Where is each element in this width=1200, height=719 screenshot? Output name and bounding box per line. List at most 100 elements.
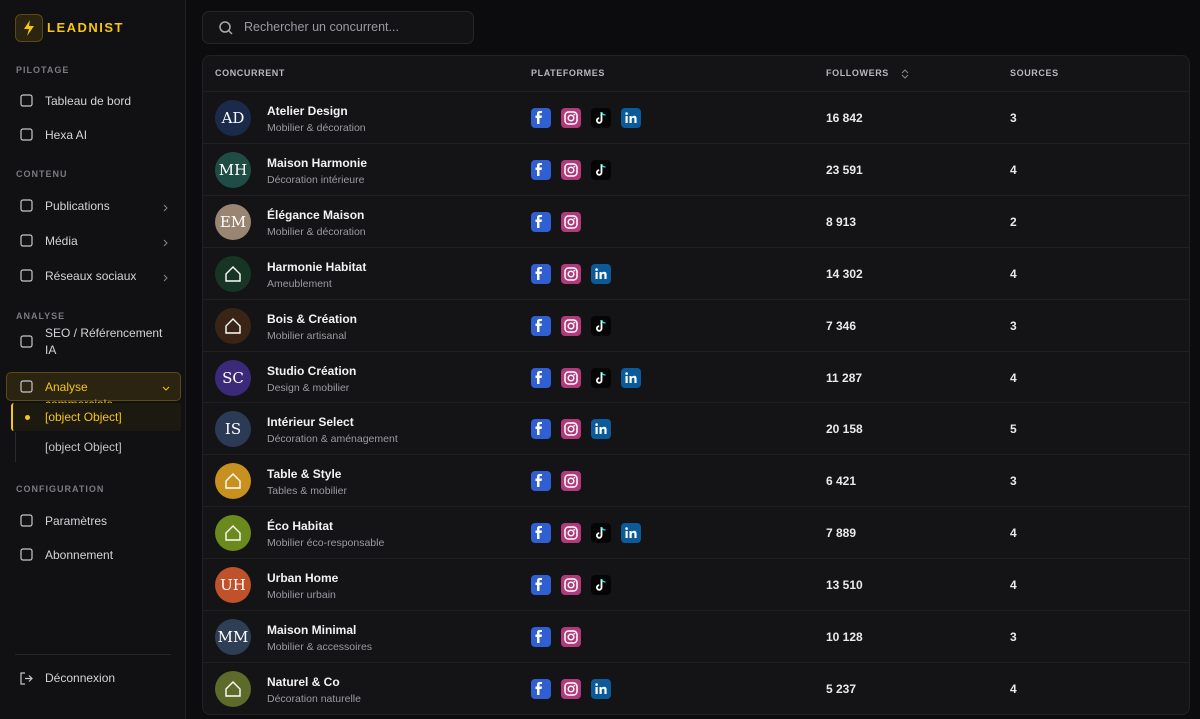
table-row[interactable]: IS Intérieur Select Décoration & aménageme… [203, 402, 1189, 455]
followers: 23 591 [826, 162, 863, 177]
platform-icon[interactable] [621, 523, 641, 544]
table-row[interactable]: SC Studio Création Design & mobilier 11 287… [203, 350, 1189, 404]
platform-icon[interactable] [531, 211, 551, 232]
nav-item[interactable]: Média [45, 234, 78, 248]
platform-icon[interactable] [591, 367, 611, 388]
platform-icon-glyph [625, 527, 637, 539]
competitor-name: Intérieur Select [267, 415, 354, 430]
nav-item[interactable]: Abonnement [45, 548, 114, 562]
nav-icon-glyph [20, 335, 33, 348]
platform-icon-glyph [564, 266, 578, 281]
sub-item[interactable]: [object Object] [45, 440, 122, 454]
platform-icon-glyph [564, 370, 578, 385]
table-row[interactable]: AD Atelier Design Mobilier & décoration 16 … [203, 91, 1189, 144]
table-row[interactable]: MH Maison Harmonie Décoration intérieure 23… [203, 142, 1189, 196]
nav-icon-glyph [20, 94, 33, 107]
platform-icon[interactable] [561, 159, 581, 180]
followers: 7 346 [826, 318, 857, 333]
platform-icon[interactable] [621, 108, 641, 128]
logout[interactable]: Déconnexion [45, 671, 116, 685]
platform-icon[interactable] [561, 367, 581, 388]
table-row[interactable]: Bois & Création Mobilier artisanal 7 346 3 [203, 298, 1189, 352]
platform-icon[interactable] [561, 108, 581, 128]
platform-icon[interactable] [591, 315, 611, 336]
avatar: SC [215, 359, 251, 396]
platform-icon[interactable] [591, 159, 611, 180]
nav-icon [19, 127, 34, 147]
nav-item[interactable]: Publications [45, 199, 110, 213]
sources: 2 [1010, 214, 1017, 229]
competitor-category: Décoration naturelle [267, 692, 361, 705]
column-header: SOURCES [1010, 68, 1059, 78]
sources: 4 [1010, 266, 1017, 281]
avatar: UH [215, 567, 251, 604]
platform-icon[interactable] [561, 263, 581, 284]
sources: 4 [1010, 578, 1017, 593]
platform-icon[interactable] [531, 575, 551, 596]
platform-icon[interactable] [531, 367, 551, 388]
avatar-icon [225, 525, 241, 541]
platform-icon[interactable] [531, 315, 551, 336]
nav-item[interactable]: Hexa AI [45, 128, 88, 142]
followers: 10 128 [826, 630, 863, 644]
platform-icon[interactable] [531, 523, 551, 544]
chevron [161, 200, 171, 218]
platform-icon-glyph [564, 111, 578, 125]
competitor-category: Tables & mobilier [267, 485, 347, 498]
chevron-glyph [162, 386, 170, 391]
platform-icon-glyph [564, 163, 578, 177]
platform-icon[interactable] [561, 419, 581, 440]
table-row[interactable]: Table & Style Tables & mobilier 6 421 3 [203, 454, 1189, 507]
platform-icon[interactable] [561, 211, 581, 232]
table-row[interactable]: UH Urban Home Mobilier urbain 13 510 4 [203, 558, 1189, 611]
platform-icon[interactable] [561, 523, 581, 544]
table-row[interactable]: EM Élégance Maison Mobilier & décoration 8 … [203, 194, 1189, 248]
table-row[interactable]: Harmonie Habitat Ameublement 14 302 4 [203, 246, 1189, 300]
platform-icon[interactable] [591, 678, 611, 699]
sidebar: LEADNIST PILOTAGE Tableau de bord Hexa AI C… [0, 0, 186, 719]
search-placeholder: Rechercher un concurrent... [244, 20, 399, 34]
platform-icon[interactable] [591, 263, 611, 284]
avatar: AD [215, 100, 251, 136]
table-row[interactable]: MM Maison Minimal Mobilier & accessoires 10… [203, 610, 1189, 663]
platform-icon[interactable] [531, 419, 551, 440]
section-title: CONFIGURATION [16, 484, 105, 494]
nav-icon-glyph [20, 269, 33, 282]
platform-icon[interactable] [561, 575, 581, 596]
platform-icon[interactable] [591, 523, 611, 544]
followers: 11 287 [826, 370, 863, 385]
platform-icon[interactable] [561, 678, 581, 699]
platform-icon[interactable] [531, 108, 551, 128]
table-row[interactable]: Naturel & Co Décoration naturelle 5 237 4 [203, 661, 1189, 714]
platform-icon-glyph [535, 111, 542, 124]
platform-icon[interactable] [531, 627, 551, 647]
active-dot [25, 415, 30, 420]
platform-icon[interactable] [561, 471, 581, 492]
platform-icon[interactable] [561, 315, 581, 336]
avatar [215, 515, 251, 552]
platform-icon[interactable] [531, 263, 551, 284]
avatar-icon [225, 473, 241, 489]
platform-icon[interactable] [591, 575, 611, 596]
platform-icon[interactable] [531, 678, 551, 699]
sub-item[interactable]: [object Object] [45, 410, 122, 424]
platform-icon-glyph [596, 371, 606, 384]
nav-item[interactable]: Réseaux sociaux [45, 269, 137, 283]
nav-item[interactable]: SEO / Référencement IA [45, 326, 163, 357]
competitor-name: Atelier Design [267, 104, 348, 118]
platform-icon[interactable] [591, 419, 611, 440]
table-row[interactable]: Éco Habitat Mobilier éco-responsable 7 889… [203, 506, 1189, 559]
nav-item[interactable]: Paramètres [45, 514, 108, 528]
nav-item[interactable]: Tableau de bord [45, 94, 132, 108]
platform-icon-glyph [535, 318, 542, 332]
platform-icon[interactable] [531, 471, 551, 492]
brand: LEADNIST [47, 20, 124, 35]
platform-icon[interactable] [531, 159, 551, 180]
sort-icon [900, 67, 910, 85]
platform-icon[interactable] [591, 108, 611, 128]
platform-icon[interactable] [561, 627, 581, 647]
search-box[interactable]: Rechercher un concurrent... [202, 11, 474, 44]
platform-icon[interactable] [621, 367, 641, 388]
sources: 3 [1010, 111, 1017, 125]
nav-icon-glyph [20, 380, 33, 393]
